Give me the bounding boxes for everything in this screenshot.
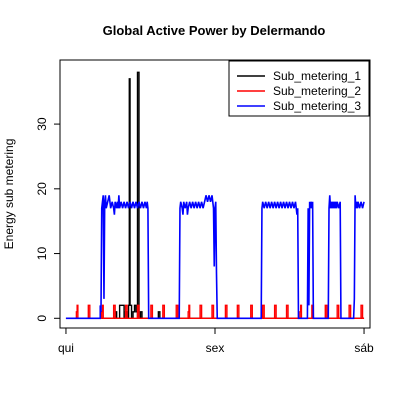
y-tick-label: 10 [35,247,49,261]
legend-box [228,60,370,117]
chart-title: Global Active Power by Delermando [103,23,326,38]
y-tick-label: 20 [35,182,49,196]
y-tick-label: 0 [35,315,49,322]
x-axis: qui sex sáb [58,328,374,355]
legend-label: Sub_metering_3 [273,99,361,113]
y-axis: 0 10 20 30 [35,117,60,322]
y-tick-label: 30 [35,117,49,131]
series-line-sub-metering-2 [65,304,365,319]
series-line-sub-metering-3 [65,195,365,320]
x-tick-label: sáb [354,341,374,355]
legend-label: Sub_metering_1 [273,69,361,83]
legend-label: Sub_metering_2 [273,84,361,98]
legend: Sub_metering_1Sub_metering_2Sub_metering… [228,60,370,117]
series-layer [65,71,365,320]
x-tick-label: sex [206,341,225,355]
x-tick-label: qui [58,341,74,355]
y-axis-label: Energy sub metering [2,139,16,250]
